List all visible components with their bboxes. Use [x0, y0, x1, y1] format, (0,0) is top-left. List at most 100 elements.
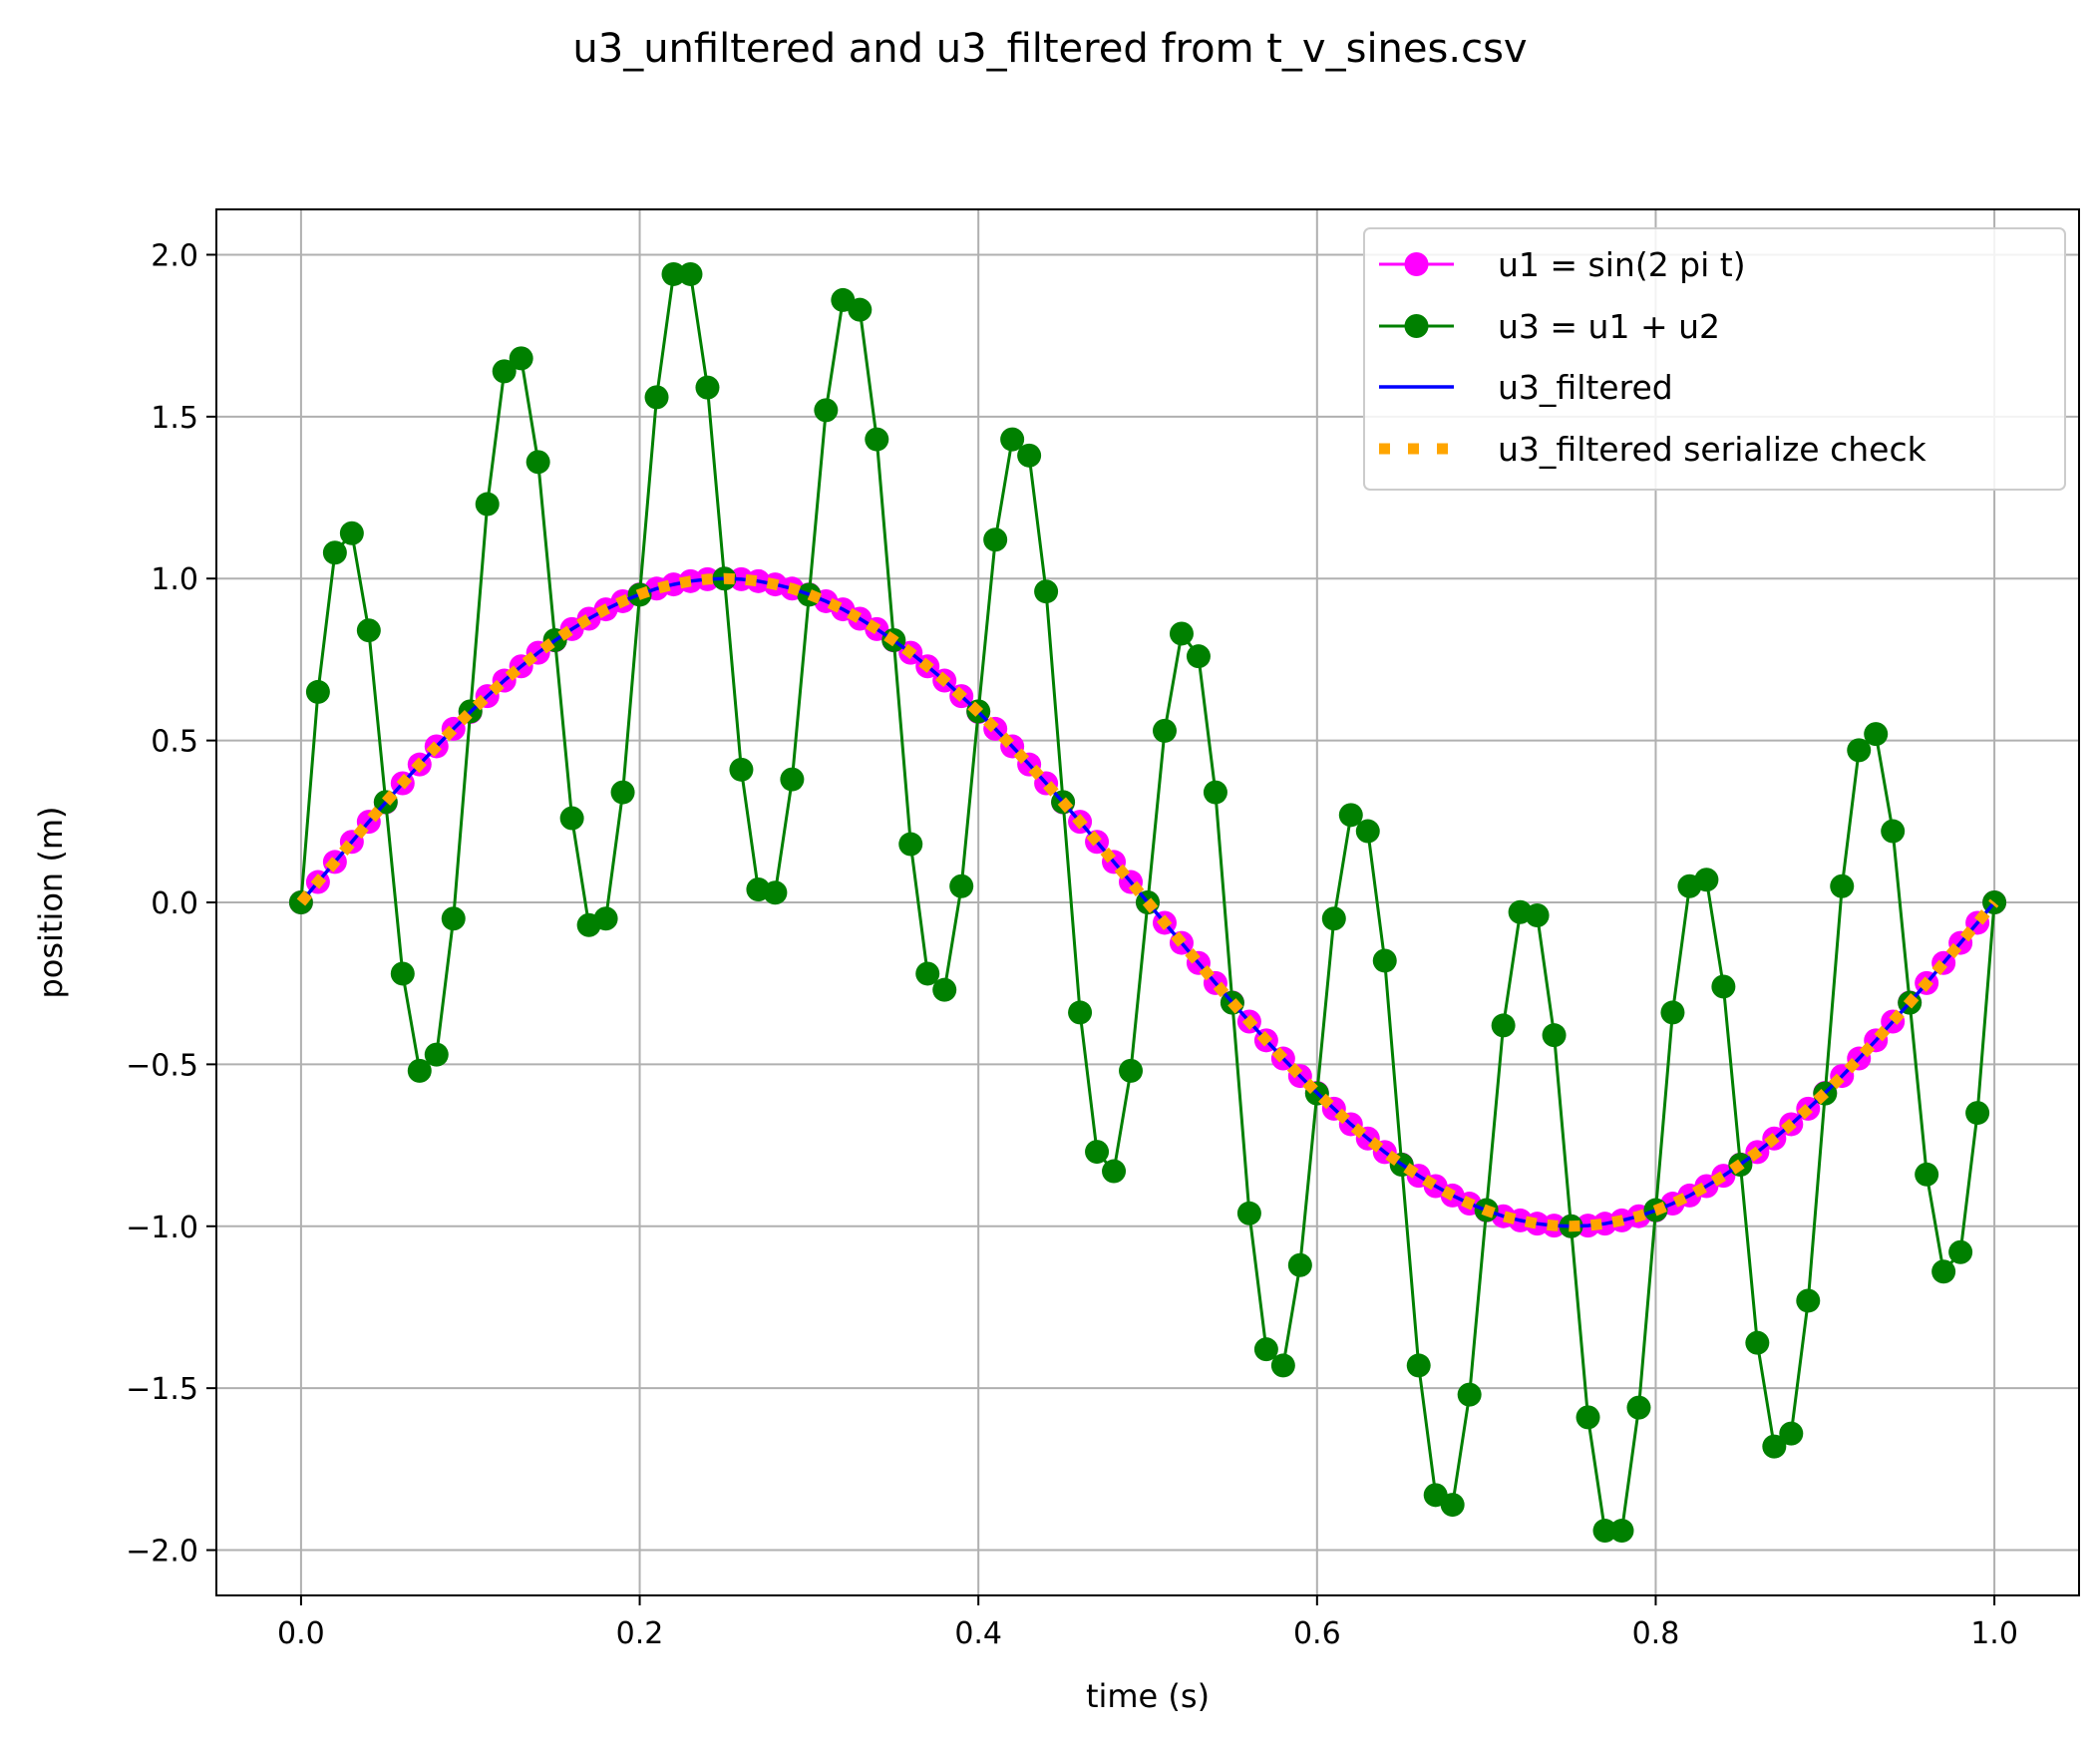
y-tick-label: 0.0: [151, 886, 198, 921]
series-u3-point: [1864, 722, 1889, 747]
series-u3-point: [1575, 1405, 1600, 1430]
series-u3-point: [1102, 1159, 1127, 1184]
y-axis: 2.0 1.5 1.0 0.5 0.0 −0.5 −1.0 −1.5 −2.0: [126, 238, 216, 1570]
y-tick-label: 2.0: [151, 238, 198, 273]
series-u3-point: [1119, 1058, 1144, 1083]
series-u3-point: [1236, 1201, 1261, 1225]
series-u3-point: [1406, 1353, 1431, 1378]
series-u3-point: [305, 679, 330, 704]
x-axis-label: time (s): [1086, 1677, 1210, 1715]
series-u3-point: [1762, 1434, 1787, 1459]
series-u3-point: [1338, 803, 1363, 828]
series-u3-point: [610, 780, 635, 805]
x-tick-label: 0.2: [616, 1616, 664, 1651]
series-u3-point: [1931, 1259, 1956, 1284]
series-u3-point: [1881, 819, 1906, 844]
series-u3-point: [1525, 902, 1550, 927]
series-u3-point: [915, 961, 940, 986]
series-u3-point: [339, 521, 364, 545]
series-u3-point: [441, 906, 466, 931]
series-u3-point: [1000, 427, 1025, 452]
series-u3-point: [1796, 1288, 1821, 1313]
series-u3-point: [1253, 1337, 1278, 1362]
legend-label: u3_filtered: [1498, 368, 1673, 407]
y-tick-label: −1.5: [126, 1372, 198, 1407]
y-tick-label: −1.0: [126, 1211, 198, 1245]
series-u3-point: [1270, 1353, 1295, 1378]
legend-box: [1363, 227, 2066, 491]
y-tick-label: 1.0: [151, 562, 198, 597]
series-u3-point: [424, 1042, 449, 1067]
legend-label: u1 = sin(2 pi t): [1498, 245, 1746, 284]
y-tick-label: 1.5: [151, 401, 198, 436]
legend-swatch-marker: [1404, 314, 1429, 338]
series-u3-point: [1694, 868, 1719, 892]
series-u3-point: [1068, 1000, 1093, 1025]
series-u3-point: [949, 873, 974, 898]
series-u3-point: [1085, 1140, 1110, 1165]
legend-label: u3 = u1 + u2: [1498, 307, 1720, 346]
x-tick-label: 0.6: [1293, 1616, 1341, 1651]
series-u3-point: [1948, 1239, 1973, 1264]
series-u3-point: [1457, 1382, 1482, 1407]
series-u3-point: [848, 297, 873, 322]
series-u3-point: [1542, 1023, 1567, 1048]
series-u3-point: [1034, 579, 1059, 604]
series-u3-point: [983, 527, 1008, 552]
series-u3-point: [1660, 1000, 1685, 1025]
series-u3-point: [1321, 906, 1346, 931]
series-u3-point: [1830, 873, 1855, 898]
legend-item: u1 = sin(2 pi t): [1379, 245, 1746, 284]
series-u3-point: [1017, 443, 1042, 468]
series-u3-point: [559, 806, 584, 831]
series-u3-point: [1186, 644, 1211, 669]
x-tick-label: 0.8: [1632, 1616, 1680, 1651]
legend-item: u3_filtered: [1379, 368, 1673, 407]
series-u3-point: [492, 359, 517, 384]
series-u3-point: [1203, 780, 1227, 805]
series-u3-point: [322, 540, 347, 565]
series-u3-point: [1372, 948, 1397, 973]
series-u3-point: [763, 880, 788, 905]
legend-label: u3_filtered serialize check: [1498, 430, 1927, 469]
y-tick-label: −0.5: [126, 1048, 198, 1083]
series-u3-point: [1169, 621, 1194, 646]
y-axis-label: position (m): [32, 806, 70, 998]
series-u3-point: [1847, 738, 1872, 763]
series-u3-point: [1609, 1519, 1634, 1544]
series-u3-point: [525, 450, 550, 475]
series-u3-point: [644, 385, 669, 410]
legend: u1 = sin(2 pi t) u3 = u1 + u2 u3_filteredu…: [1363, 227, 2066, 491]
series-u3-point: [661, 261, 686, 286]
series-serialize-check-line: [296, 572, 1999, 1232]
y-tick-label: 0.5: [151, 725, 198, 760]
series-u3-point: [407, 1058, 432, 1083]
series-u3-point: [932, 977, 957, 1002]
series-u3-point: [729, 757, 754, 782]
series-u3-point: [1745, 1330, 1770, 1355]
series-u3-point: [356, 618, 381, 643]
legend-swatch-marker: [1404, 252, 1429, 276]
series-u3-point: [509, 346, 533, 371]
x-tick-label: 1.0: [1970, 1616, 2018, 1651]
series-u3-point: [1779, 1421, 1804, 1446]
series-u3-point: [865, 427, 889, 452]
legend-item: u3 = u1 + u2: [1379, 307, 1720, 346]
y-tick-label: −2.0: [126, 1535, 198, 1570]
series-layer: [288, 261, 2007, 1544]
series-u3-point: [593, 906, 618, 931]
series-u3-point: [475, 492, 500, 517]
series-u3-point: [1915, 1162, 1939, 1187]
series-u3-point: [780, 767, 805, 792]
series-u3-point: [1626, 1395, 1651, 1420]
series-u3-point: [695, 375, 720, 400]
series-u3-point: [390, 961, 415, 986]
series-u3-point: [814, 398, 839, 423]
series-u3-point: [678, 261, 703, 286]
series-u3-point: [1287, 1252, 1312, 1277]
chart-title: u3_unfiltered and u3_filtered from t_v_s…: [572, 26, 1527, 72]
x-axis: 0.0 0.2 0.4 0.6 0.8 1.0: [277, 1595, 2018, 1651]
series-u3-point: [1592, 1519, 1617, 1544]
series-u3-point: [1491, 1013, 1516, 1038]
